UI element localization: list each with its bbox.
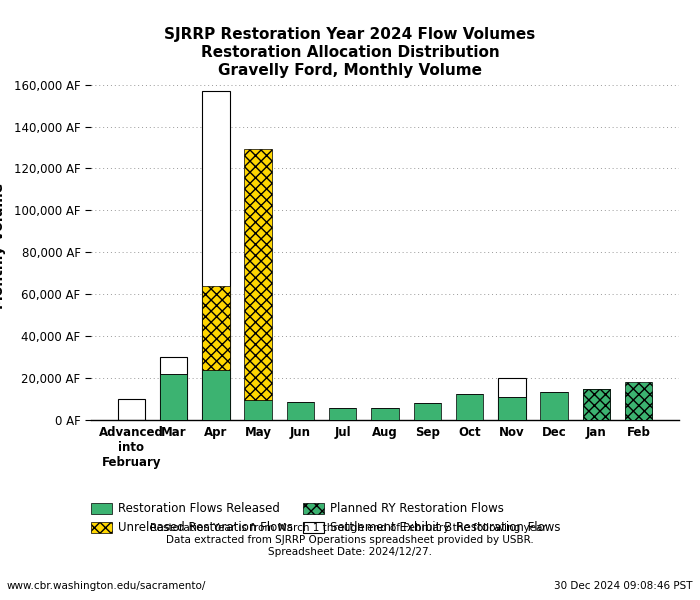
Bar	[540, 392, 568, 420]
Bar	[582, 389, 610, 420]
Text: SJRRP Restoration Year 2024 Flow Volumes: SJRRP Restoration Year 2024 Flow Volumes	[164, 27, 536, 42]
Text: Data extracted from SJRRP Operations spreadsheet provided by USBR.: Data extracted from SJRRP Operations spr…	[166, 535, 534, 545]
Text: Spreadsheet Date: 2024/12/27.: Spreadsheet Date: 2024/12/27.	[268, 547, 432, 557]
Bar	[498, 378, 526, 420]
Bar	[287, 402, 314, 420]
Bar	[498, 397, 526, 420]
Text: www.cbr.washington.edu/sacramento/: www.cbr.washington.edu/sacramento/	[7, 581, 206, 591]
Bar	[414, 403, 441, 420]
Bar	[244, 149, 272, 400]
Text: Restoration Year is from March 1 through end of February the following year.: Restoration Year is from March 1 through…	[150, 523, 550, 533]
Bar	[118, 399, 145, 420]
Bar	[456, 394, 483, 420]
Bar	[582, 389, 610, 420]
Bar	[244, 400, 272, 420]
Bar	[625, 392, 652, 420]
Bar	[160, 357, 188, 420]
Text: Gravelly Ford, Monthly Volume: Gravelly Ford, Monthly Volume	[218, 63, 482, 78]
Y-axis label: Monthly Volume: Monthly Volume	[0, 183, 6, 309]
Text: 30 Dec 2024 09:08:46 PST: 30 Dec 2024 09:08:46 PST	[554, 581, 693, 591]
Text: Restoration Allocation Distribution: Restoration Allocation Distribution	[201, 45, 499, 60]
Bar	[202, 91, 230, 420]
Bar	[371, 409, 399, 420]
Bar	[160, 374, 188, 420]
Bar	[202, 370, 230, 420]
Legend: Restoration Flows Released, Unreleased Restoration Flows, Planned RY Restoration: Restoration Flows Released, Unreleased R…	[91, 502, 560, 535]
Bar	[202, 286, 230, 370]
Bar	[329, 409, 356, 420]
Bar	[625, 382, 652, 420]
